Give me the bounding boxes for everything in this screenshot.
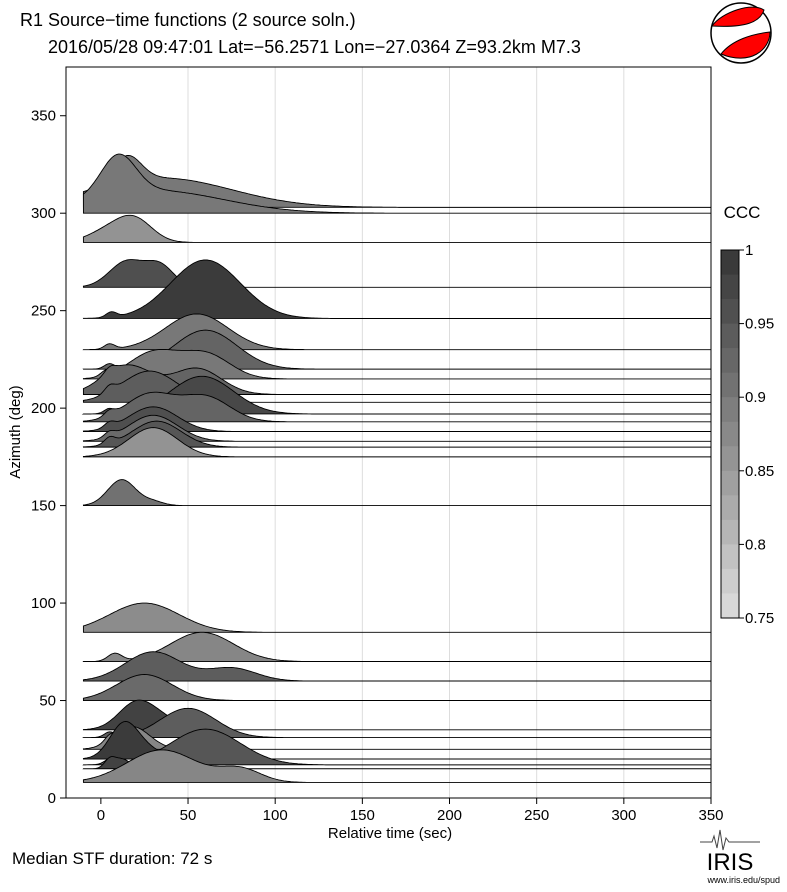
stf-trace-az-197	[81, 375, 712, 415]
colorbar-segment	[721, 519, 739, 545]
y-tick-label: 150	[31, 498, 56, 515]
y-tick-label: 50	[39, 693, 56, 710]
stf-trace-az-175	[82, 427, 712, 458]
chart-title: R1 Source−time functions (2 source soln.…	[20, 10, 356, 30]
colorbar-segment	[721, 544, 739, 570]
stf-trace-az-150	[82, 479, 711, 507]
beachball-icon	[710, 2, 772, 64]
colorbar: 1 0.95 0.9 0.85 0.8 0.75	[720, 242, 774, 627]
y-tick-label: 200	[31, 400, 56, 417]
iris-logo: IRIS www.iris.edu/spud	[700, 829, 780, 885]
stf-trace-az-85	[82, 602, 712, 633]
colorbar-segment	[721, 593, 739, 619]
y-tick-label: 100	[31, 595, 56, 612]
stf-trace-az-220	[82, 329, 712, 370]
colorbar-tick-label: 0.8	[745, 536, 766, 553]
colorbar-segment	[721, 372, 739, 398]
colorbar-segment	[721, 421, 739, 447]
colorbar-title: CCC	[724, 203, 761, 222]
stf-trace-az-246	[82, 259, 712, 319]
stf-trace-az-285	[82, 214, 712, 243]
x-tick-label: 350	[698, 807, 723, 824]
x-axis: 0 50 100 150 200 250 300 350	[97, 798, 724, 824]
grid-lines	[187, 67, 712, 798]
colorbar-tick-label: 0.75	[745, 610, 774, 627]
iris-url: www.iris.edu/spud	[706, 875, 780, 885]
stf-trace-az-60	[82, 651, 712, 682]
stf-trace-az-215	[82, 349, 712, 380]
event-info: 2016/05/28 09:47:01 Lat=−56.2571 Lon=−27…	[48, 37, 581, 57]
colorbar-tick-label: 0.9	[745, 389, 766, 406]
x-tick-label: 250	[524, 807, 549, 824]
stf-trace-az-50	[82, 674, 712, 701]
median-duration: Median STF duration: 72 s	[12, 849, 212, 868]
y-tick-label: 0	[48, 790, 56, 807]
colorbar-segment	[721, 470, 739, 496]
x-tick-label: 300	[611, 807, 636, 824]
colorbar-segment	[721, 446, 739, 472]
colorbar-frame	[720, 249, 740, 619]
stf-trace-az-31	[82, 707, 712, 739]
colorbar-tick-label: 0.85	[745, 463, 774, 480]
colorbar-segment	[721, 274, 739, 300]
x-tick-label: 0	[97, 807, 105, 824]
y-axis: 0 50 100 150 200 250 300 350	[31, 108, 66, 807]
stf-trace-az-17	[82, 728, 712, 766]
iris-logo-text: IRIS	[707, 849, 754, 876]
colorbar-segment	[721, 397, 739, 423]
colorbar-tick-label: 1	[745, 242, 753, 259]
x-tick-label: 100	[263, 807, 288, 824]
x-tick-label: 150	[350, 807, 375, 824]
plot-frame	[65, 66, 712, 799]
y-tick-label: 250	[31, 303, 56, 320]
colorbar-segment	[721, 299, 739, 325]
colorbar-segment	[721, 568, 739, 594]
y-tick-label: 300	[31, 205, 56, 222]
x-tick-label: 50	[180, 807, 197, 824]
colorbar-segment	[721, 495, 739, 521]
colorbar-segment	[721, 250, 739, 276]
stf-trace-az-303	[82, 154, 712, 208]
y-axis-label: Azimuth (deg)	[7, 385, 24, 478]
stf-trace-az-70	[82, 631, 712, 662]
colorbar-segment	[721, 323, 739, 349]
stf-trace-az-230	[82, 313, 712, 351]
stf-traces	[81, 153, 712, 783]
x-tick-label: 200	[437, 807, 462, 824]
stf-trace-az-193	[82, 391, 712, 423]
x-axis-label: Relative time (sec)	[328, 825, 452, 842]
colorbar-tick-label: 0.95	[745, 316, 774, 333]
stf-trace-az-300	[82, 153, 711, 214]
y-tick-label: 350	[31, 108, 56, 125]
colorbar-segment	[721, 348, 739, 374]
stf-trace-az-8	[82, 749, 712, 783]
